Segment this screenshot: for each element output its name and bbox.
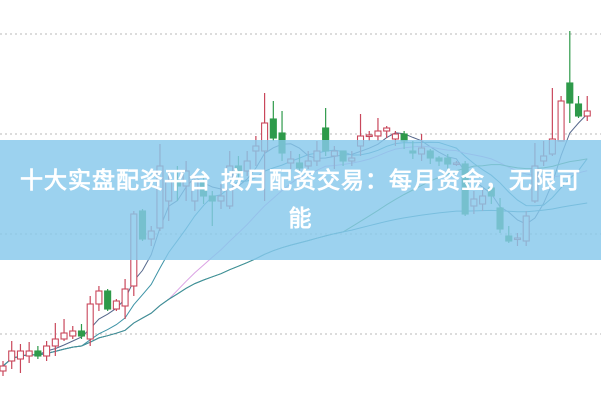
candle-body: [60, 332, 68, 340]
candle-body: [95, 290, 103, 305]
candle-body: [112, 300, 120, 310]
candle-body: [391, 133, 399, 140]
candle-body: [16, 350, 24, 360]
candle-body: [566, 82, 574, 104]
title-banner: 十大实盘配资平台 按月配资交易：每月资金，无限可能: [0, 140, 601, 260]
candle-body: [8, 350, 16, 362]
candle-body: [34, 350, 42, 357]
candle-body: [383, 127, 391, 132]
candle-body: [557, 100, 565, 142]
candle-body: [574, 103, 583, 117]
banner-title: 十大实盘配资平台 按月配资交易：每月资金，无限可能: [19, 168, 581, 232]
candle-body: [77, 330, 86, 337]
candle-body: [51, 338, 59, 347]
candle-body: [374, 130, 382, 137]
candle-body: [69, 330, 77, 337]
candle-body: [104, 290, 112, 310]
candle-body: [25, 350, 33, 357]
candle-body: [43, 345, 51, 357]
candle-body: [269, 118, 277, 139]
candle-body: [121, 288, 129, 307]
candle-body: [365, 134, 373, 138]
candle-body: [0, 365, 7, 372]
candle-body: [583, 110, 591, 117]
candle-body: [86, 303, 94, 340]
